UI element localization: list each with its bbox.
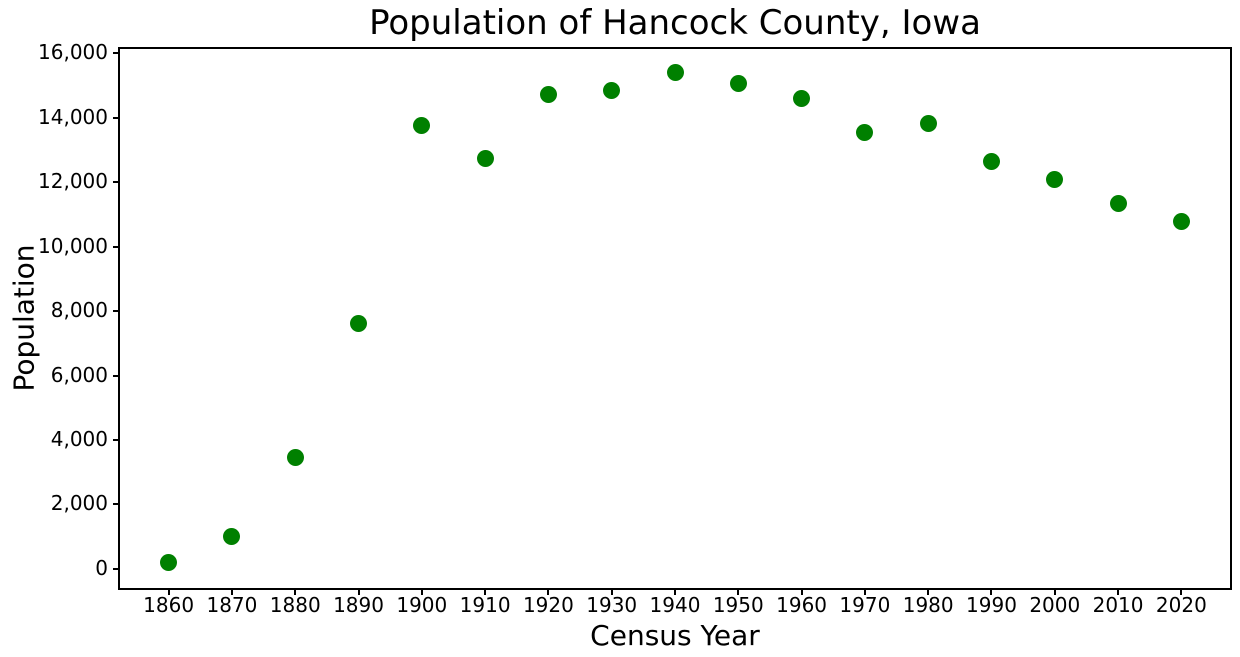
x-tick-mark (294, 590, 297, 595)
x-tick-mark (610, 590, 613, 595)
y-tick-label: 8,000 (50, 298, 108, 323)
x-axis-label: Census Year (590, 619, 760, 652)
x-tick-label: 1960 (776, 593, 828, 617)
y-tick-mark (113, 245, 118, 248)
data-point (160, 554, 178, 572)
data-point (666, 64, 684, 82)
y-tick-label: 4,000 (50, 426, 108, 451)
y-tick-mark (113, 52, 118, 55)
x-tick-label: 2020 (1155, 593, 1207, 617)
y-tick-label: 6,000 (50, 362, 108, 387)
x-tick-mark (167, 590, 170, 595)
x-tick-label: 1880 (269, 593, 321, 617)
x-tick-label: 1860 (143, 593, 195, 617)
x-tick-mark (484, 590, 487, 595)
x-tick-label: 1920 (522, 593, 574, 617)
x-tick-label: 1870 (206, 593, 258, 617)
x-tick-label: 1930 (586, 593, 638, 617)
data-point (1046, 170, 1064, 188)
x-tick-label: 1910 (459, 593, 511, 617)
data-point (982, 153, 1000, 171)
data-point (919, 114, 937, 132)
data-point (1109, 194, 1127, 212)
y-tick-mark (113, 310, 118, 313)
x-tick-label: 1940 (649, 593, 701, 617)
x-tick-mark (990, 590, 993, 595)
x-tick-label: 1890 (333, 593, 384, 617)
data-point (793, 89, 811, 107)
y-tick-mark (113, 181, 118, 184)
x-tick-mark (1180, 590, 1183, 595)
y-tick-label: 14,000 (38, 104, 108, 129)
x-tick-label: 1950 (712, 593, 764, 617)
plot-area (118, 47, 1232, 590)
y-tick-label: 0 (95, 555, 108, 580)
y-tick-mark (113, 503, 118, 506)
data-point (856, 124, 874, 142)
x-tick-mark (800, 590, 803, 595)
data-point (729, 74, 747, 92)
x-tick-mark (420, 590, 423, 595)
x-tick-mark (357, 590, 360, 595)
y-tick-mark (113, 116, 118, 119)
x-tick-mark (927, 590, 930, 595)
y-tick-mark (113, 374, 118, 377)
x-tick-label: 2000 (1029, 593, 1081, 617)
chart-title: Population of Hancock County, Iowa (369, 3, 981, 43)
x-tick-mark (1053, 590, 1056, 595)
y-tick-label: 16,000 (38, 40, 108, 65)
data-point (603, 82, 621, 100)
x-tick-mark (1117, 590, 1120, 595)
data-point (223, 528, 241, 546)
x-tick-label: 2010 (1092, 593, 1144, 617)
data-point (413, 117, 431, 135)
x-tick-mark (547, 590, 550, 595)
x-tick-label: 1900 (396, 593, 448, 617)
y-tick-label: 12,000 (38, 169, 108, 194)
x-tick-mark (737, 590, 740, 595)
y-tick-mark (113, 438, 118, 441)
y-tick-label: 2,000 (50, 491, 108, 516)
x-tick-mark (863, 590, 866, 595)
data-point (1172, 212, 1190, 230)
data-point (286, 449, 304, 467)
x-tick-label: 1980 (902, 593, 954, 617)
data-point (350, 314, 368, 332)
x-tick-mark (230, 590, 233, 595)
data-point (476, 150, 494, 168)
y-tick-mark (113, 567, 118, 570)
data-point (539, 86, 557, 104)
y-tick-label: 10,000 (38, 233, 108, 258)
x-tick-mark (674, 590, 676, 595)
x-tick-label: 1990 (966, 593, 1017, 617)
x-tick-label: 1970 (839, 593, 891, 617)
